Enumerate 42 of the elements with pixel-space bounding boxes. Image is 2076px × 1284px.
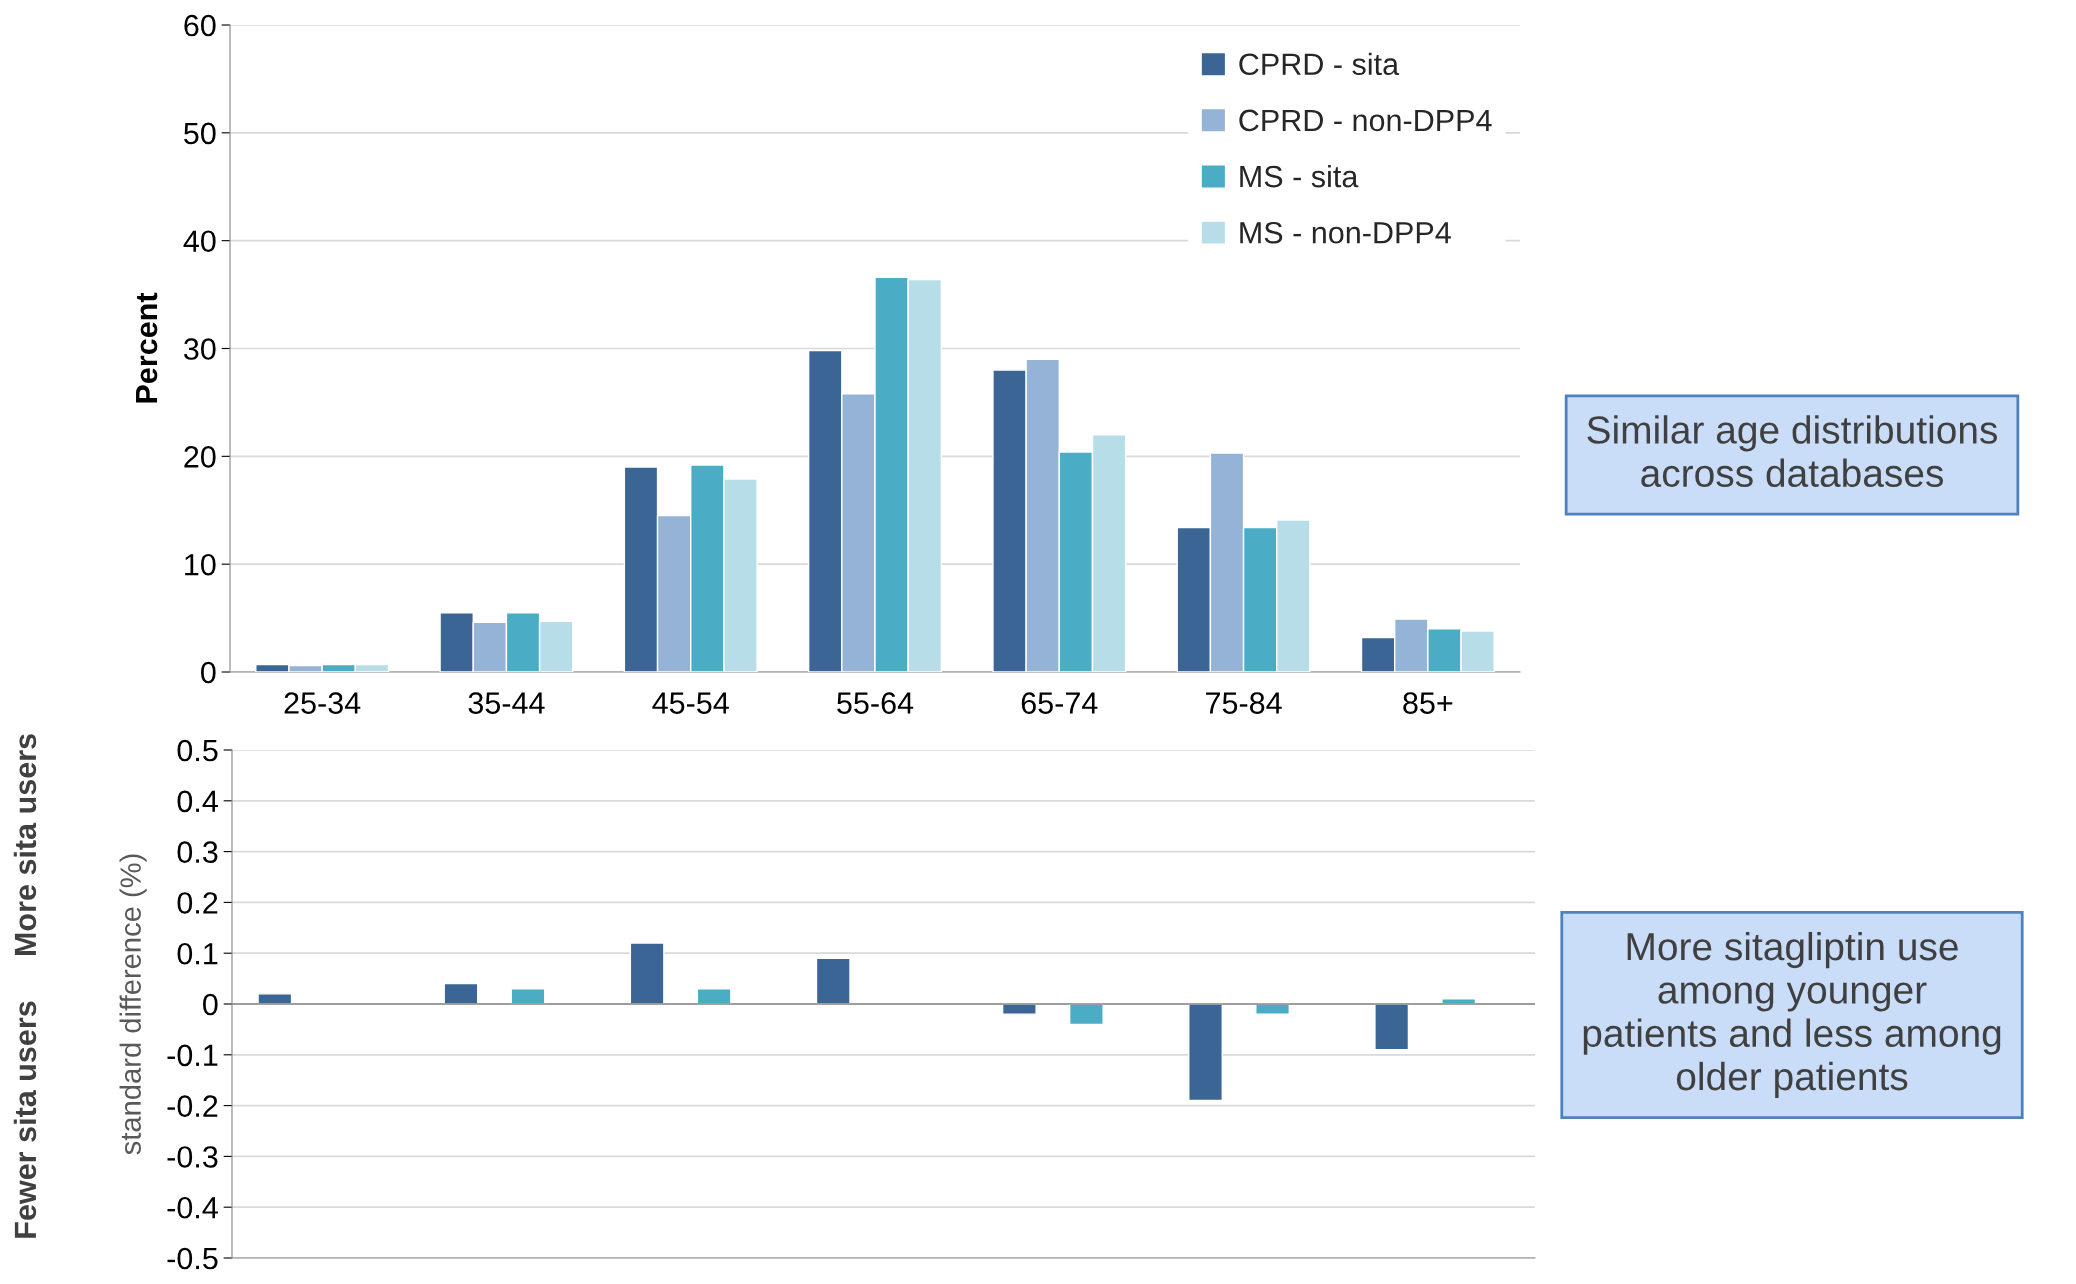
bar [696, 988, 732, 1005]
x-tick-label: 45-54 [652, 692, 729, 714]
y-tick-label: 0.2 [177, 892, 218, 914]
y-tick-label: 0 [203, 993, 218, 1016]
y-tick-label: 50 [184, 122, 216, 145]
x-tick-label: 25-34 [284, 692, 361, 714]
legend-label: MS - non-DPP4 [1240, 221, 1451, 244]
y-tick-label: 40 [183, 230, 216, 253]
text: More sita users [13, 734, 37, 956]
text: More sitagliptin use among younger patients and less among older patients [1583, 931, 2001, 1099]
bar [1188, 1003, 1223, 1102]
legend-label: CPRD - sita [1239, 52, 1400, 76]
y-tick-label: 0.1 [177, 942, 218, 965]
text: Fewer sita users [13, 1001, 37, 1238]
x-tick-label: 85+ [1403, 692, 1453, 714]
y-tick-label: 0 [201, 661, 216, 684]
y-tick-label: 0.4 [177, 790, 218, 813]
y-tick-label: -0.1 [167, 1044, 218, 1067]
y-axis-title: standard difference (%) [119, 854, 147, 1155]
bar [443, 982, 479, 1005]
y-tick-label: 30 [183, 338, 216, 360]
bar [815, 957, 851, 1005]
legend-label: CPRD - non-DPP4 [1239, 109, 1492, 132]
x-tick-label: 55-64 [837, 692, 914, 714]
y-tick-label: 0.5 [177, 739, 218, 762]
y-tick-label: 60 [184, 14, 216, 37]
y-tick-label: 20 [184, 446, 216, 468]
y-tick-label: 0.3 [177, 841, 218, 863]
bar [629, 942, 665, 1005]
x-tick-label: 35-44 [468, 692, 545, 714]
text: Similar age distributions across databases [1587, 415, 1998, 488]
bar [1374, 1003, 1410, 1051]
bar [1068, 1003, 1104, 1026]
x-tick-label: 65-74 [1021, 692, 1098, 714]
x-tick-label: 75-84 [1206, 692, 1282, 714]
y-tick-label: -0.2 [167, 1095, 218, 1117]
legend-label: MS - sita [1240, 164, 1359, 188]
y-axis-title: Percent [136, 292, 158, 403]
y-tick-label: 10 [185, 553, 216, 576]
y-tick-label: -0.4 [167, 1196, 218, 1219]
y-tick-label: -0.5 [167, 1247, 218, 1270]
y-tick-label: -0.3 [167, 1146, 218, 1168]
